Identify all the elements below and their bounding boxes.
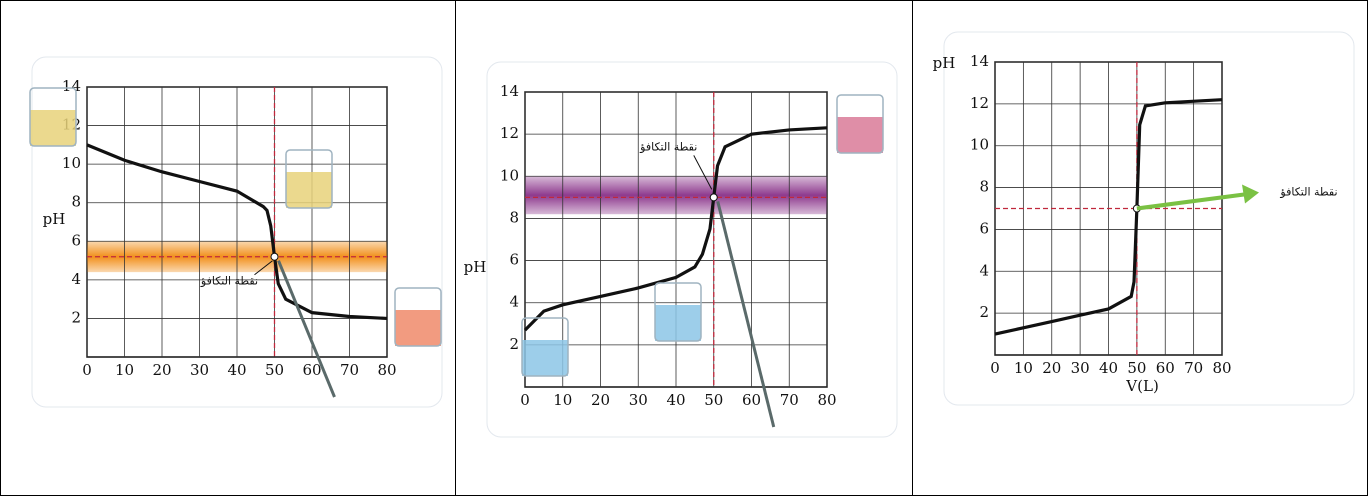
x-tick-label: 20 — [1042, 359, 1061, 377]
y-tick-label: 12 — [500, 124, 519, 142]
annotation: نقطة التكافؤ — [1279, 186, 1337, 199]
x-axis-label: V(L) — [1125, 377, 1159, 395]
x-tick-label: 80 — [1212, 359, 1231, 377]
x-tick-label: 70 — [340, 361, 359, 379]
chart: 0 10 20 30 40 50 60 70 80 2 4 6 8 10 12 14 pH نقطة التكاف… — [457, 0, 909, 490]
x-tick-label: 60 — [1156, 359, 1175, 377]
y-tick-label: 14 — [62, 77, 81, 95]
x-tick-label: 0 — [990, 359, 1000, 377]
x-tick-label: 80 — [377, 361, 396, 379]
x-tick-label: 60 — [742, 391, 761, 409]
beaker-liquid — [522, 340, 568, 376]
beaker-liquid — [30, 110, 76, 146]
annotation: نقطة التكافؤ — [639, 140, 697, 153]
beaker-liquid — [655, 305, 701, 341]
y-tick-label: 14 — [500, 82, 519, 100]
y-tick-label: 2 — [71, 308, 81, 326]
x-tick-label: 30 — [629, 391, 648, 409]
beaker-liquid — [837, 117, 883, 153]
x-tick-label: 70 — [1184, 359, 1203, 377]
x-tick-label: 50 — [704, 391, 723, 409]
x-tick-label: 10 — [553, 391, 572, 409]
x-tick-label: 70 — [780, 391, 799, 409]
equivalence-point — [710, 194, 717, 201]
x-tick-label: 50 — [265, 361, 284, 379]
y-tick-label: 4 — [71, 270, 81, 288]
x-tick-label: 30 — [190, 361, 209, 379]
y-tick-label: 6 — [979, 219, 989, 237]
y-tick-label: 8 — [509, 208, 519, 226]
y-tick-label: 6 — [509, 251, 519, 269]
y-tick-label: 8 — [71, 193, 81, 211]
watermark — [914, 395, 1034, 435]
y-tick-label: 6 — [71, 231, 81, 249]
y-tick-label: 8 — [979, 178, 989, 196]
x-tick-label: 60 — [302, 361, 321, 379]
chart: 0 10 20 30 40 50 60 70 80 2 4 6 8 10 12 14 pH V(L) نقطة ال… — [914, 0, 1366, 490]
y-axis-label: pH — [43, 210, 66, 228]
x-tick-label: 40 — [666, 391, 685, 409]
y-tick-label: 2 — [509, 335, 519, 353]
y-tick-label: 14 — [970, 52, 989, 70]
x-tick-label: 80 — [817, 391, 836, 409]
arrow-head — [1242, 185, 1259, 204]
annotation: نقطة التكافؤ — [200, 275, 258, 288]
y-tick-label: 2 — [979, 303, 989, 321]
beaker-liquid — [395, 310, 441, 346]
x-tick-label: 10 — [115, 361, 134, 379]
x-tick-label: 0 — [82, 361, 92, 379]
y-tick-label: 10 — [970, 136, 989, 154]
y-tick-label: 10 — [500, 166, 519, 184]
x-tick-label: 40 — [1099, 359, 1118, 377]
x-tick-label: 50 — [1127, 359, 1146, 377]
x-tick-label: 40 — [227, 361, 246, 379]
y-axis-label: pH — [464, 258, 487, 276]
x-tick-label: 20 — [152, 361, 171, 379]
beaker-liquid — [286, 172, 332, 208]
y-tick-label: 4 — [979, 261, 989, 279]
x-tick-label: 10 — [1014, 359, 1033, 377]
x-tick-label: 20 — [591, 391, 610, 409]
y-tick-label: 4 — [509, 293, 519, 311]
page: 010203040506070802468101214pHنقطة التكاف… — [0, 0, 1368, 498]
y-axis-label: pH — [933, 54, 956, 72]
x-tick-label: 30 — [1071, 359, 1090, 377]
x-tick-label: 0 — [520, 391, 530, 409]
equivalence-point — [271, 253, 278, 260]
y-tick-label: 10 — [62, 154, 81, 172]
y-tick-label: 12 — [970, 94, 989, 112]
